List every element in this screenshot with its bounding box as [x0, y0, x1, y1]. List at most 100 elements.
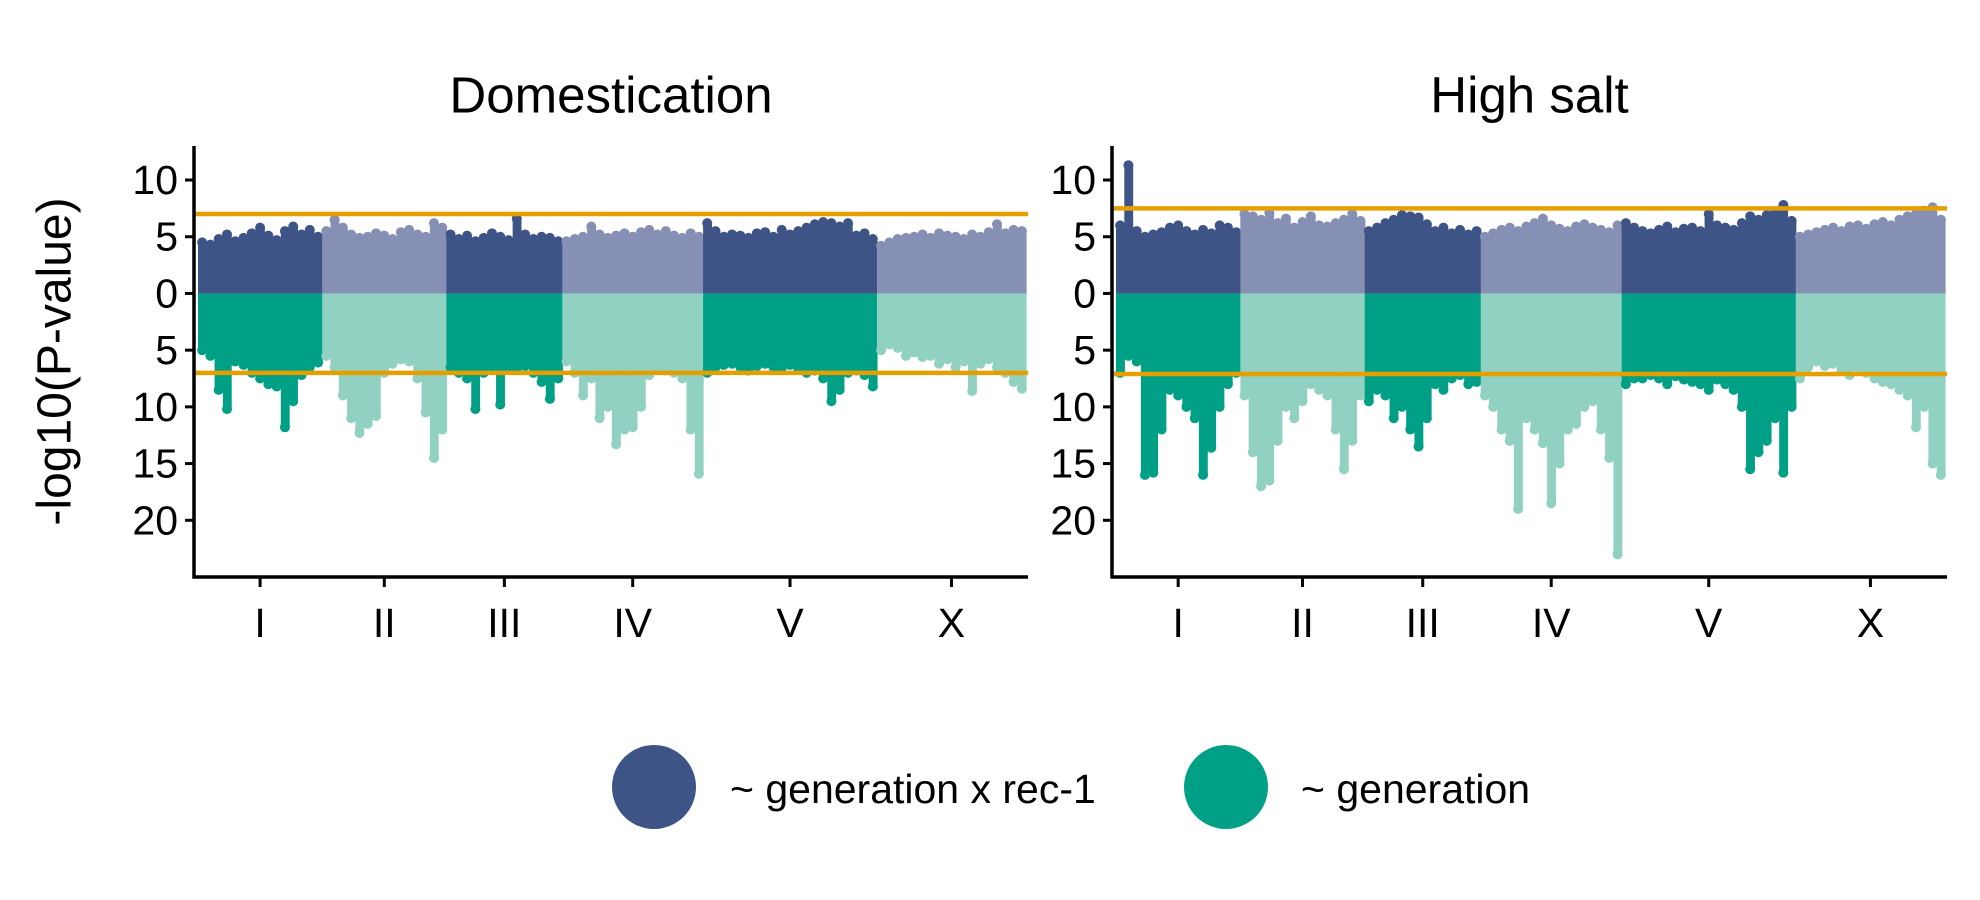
bin-bar	[272, 293, 282, 387]
bin-bar	[1513, 231, 1523, 294]
bin-bar	[810, 224, 820, 294]
bin-bar	[1779, 293, 1789, 473]
legend-label: ~ generation x rec-1	[730, 766, 1096, 812]
bin-peak	[1612, 220, 1623, 231]
bin-bar	[1001, 233, 1011, 294]
bin-peak	[1314, 220, 1325, 231]
bin-peak	[221, 404, 232, 415]
bin-peak	[569, 234, 580, 245]
bin-bar	[661, 231, 671, 294]
bin-peak	[404, 356, 415, 367]
bin-bar	[926, 237, 936, 294]
bin-bar	[1298, 293, 1308, 402]
x-tick-label: X	[938, 600, 965, 646]
bin-bar	[711, 293, 721, 368]
bin-peak	[561, 236, 572, 247]
bin-bar	[1464, 293, 1474, 385]
bin-peak	[1910, 209, 1921, 220]
bin-bar	[860, 233, 870, 294]
bin-peak	[892, 234, 903, 245]
bin-bar	[769, 236, 779, 294]
bin-bar	[1621, 223, 1631, 294]
bin-peak	[1736, 218, 1747, 229]
bin-peak	[1595, 424, 1606, 435]
bin-bar	[827, 293, 837, 402]
bin-peak	[1587, 222, 1598, 233]
bin-bar	[943, 293, 953, 360]
bin-bar	[1273, 293, 1283, 441]
bin-bar	[1447, 233, 1457, 294]
bin-peak	[271, 381, 282, 392]
bin-peak	[1703, 384, 1714, 395]
bin-peak	[602, 401, 613, 412]
bin-bar	[1447, 293, 1457, 379]
bin-peak	[1214, 401, 1225, 412]
bin-peak	[1463, 379, 1474, 390]
bin-bar	[1306, 293, 1316, 385]
y-tick-label: 15	[1050, 441, 1096, 487]
bin-bar	[496, 293, 505, 405]
bin-peak	[354, 232, 365, 243]
bin-peak	[1745, 464, 1756, 475]
bin-peak	[255, 373, 266, 384]
bin-bar	[1306, 216, 1316, 294]
bin-bar	[371, 233, 381, 294]
bin-peak	[1869, 219, 1880, 230]
bin-bar	[819, 221, 828, 294]
bin-peak	[1886, 220, 1897, 231]
bin-peak	[1753, 447, 1764, 458]
bin-bar	[421, 293, 431, 413]
bin-peak	[536, 231, 547, 242]
bin-peak	[1910, 422, 1921, 433]
bin-peak	[1430, 379, 1441, 390]
bin-peak	[486, 362, 497, 373]
bin-bar	[603, 293, 613, 407]
bin-peak	[1008, 376, 1019, 387]
bin-peak	[586, 221, 597, 232]
bin-peak	[1388, 214, 1399, 225]
bin-peak	[867, 381, 878, 392]
bin-bar	[1406, 293, 1416, 430]
bin-bar	[322, 293, 332, 356]
bin-peak	[917, 351, 928, 362]
bin-peak	[1927, 458, 1938, 469]
bin-bar	[562, 241, 572, 294]
bin-peak	[693, 231, 704, 242]
bin-bar	[1530, 223, 1540, 294]
bin-bar	[1613, 293, 1623, 555]
x-tick-label: III	[487, 600, 521, 646]
bin-bar	[686, 233, 696, 294]
bin-bar	[1629, 293, 1639, 379]
bin-peak	[727, 358, 738, 369]
bin-bar	[777, 293, 787, 369]
bin-peak	[1604, 452, 1615, 463]
bin-peak	[1612, 549, 1623, 560]
bin-bar	[1555, 228, 1565, 294]
bin-peak	[1513, 226, 1524, 237]
bin-bar	[636, 232, 646, 294]
bin-bar	[264, 235, 274, 294]
bin-peak	[1413, 441, 1424, 452]
bin-peak	[1902, 390, 1913, 401]
bin-bar	[1605, 232, 1614, 294]
bin-peak	[205, 350, 216, 361]
bin-bar	[910, 236, 919, 294]
bin-peak	[818, 216, 829, 227]
bin-peak	[975, 358, 986, 369]
bin-bar	[1356, 293, 1366, 396]
bin-peak	[362, 231, 373, 242]
bin-bar	[1174, 225, 1183, 294]
bin-bar	[1563, 293, 1573, 430]
bin-peak	[337, 222, 348, 233]
bin-peak	[1761, 435, 1772, 446]
bin-peak	[1405, 424, 1416, 435]
bin-bar	[827, 223, 837, 294]
bin-peak	[337, 390, 348, 401]
bin-peak	[1662, 379, 1673, 390]
bin-bar	[1281, 218, 1291, 294]
bin-bar	[355, 237, 365, 294]
bin-bar	[1530, 293, 1540, 430]
bin-peak	[1678, 374, 1689, 385]
bin-bar	[868, 293, 878, 387]
bin-bar	[1381, 293, 1391, 396]
